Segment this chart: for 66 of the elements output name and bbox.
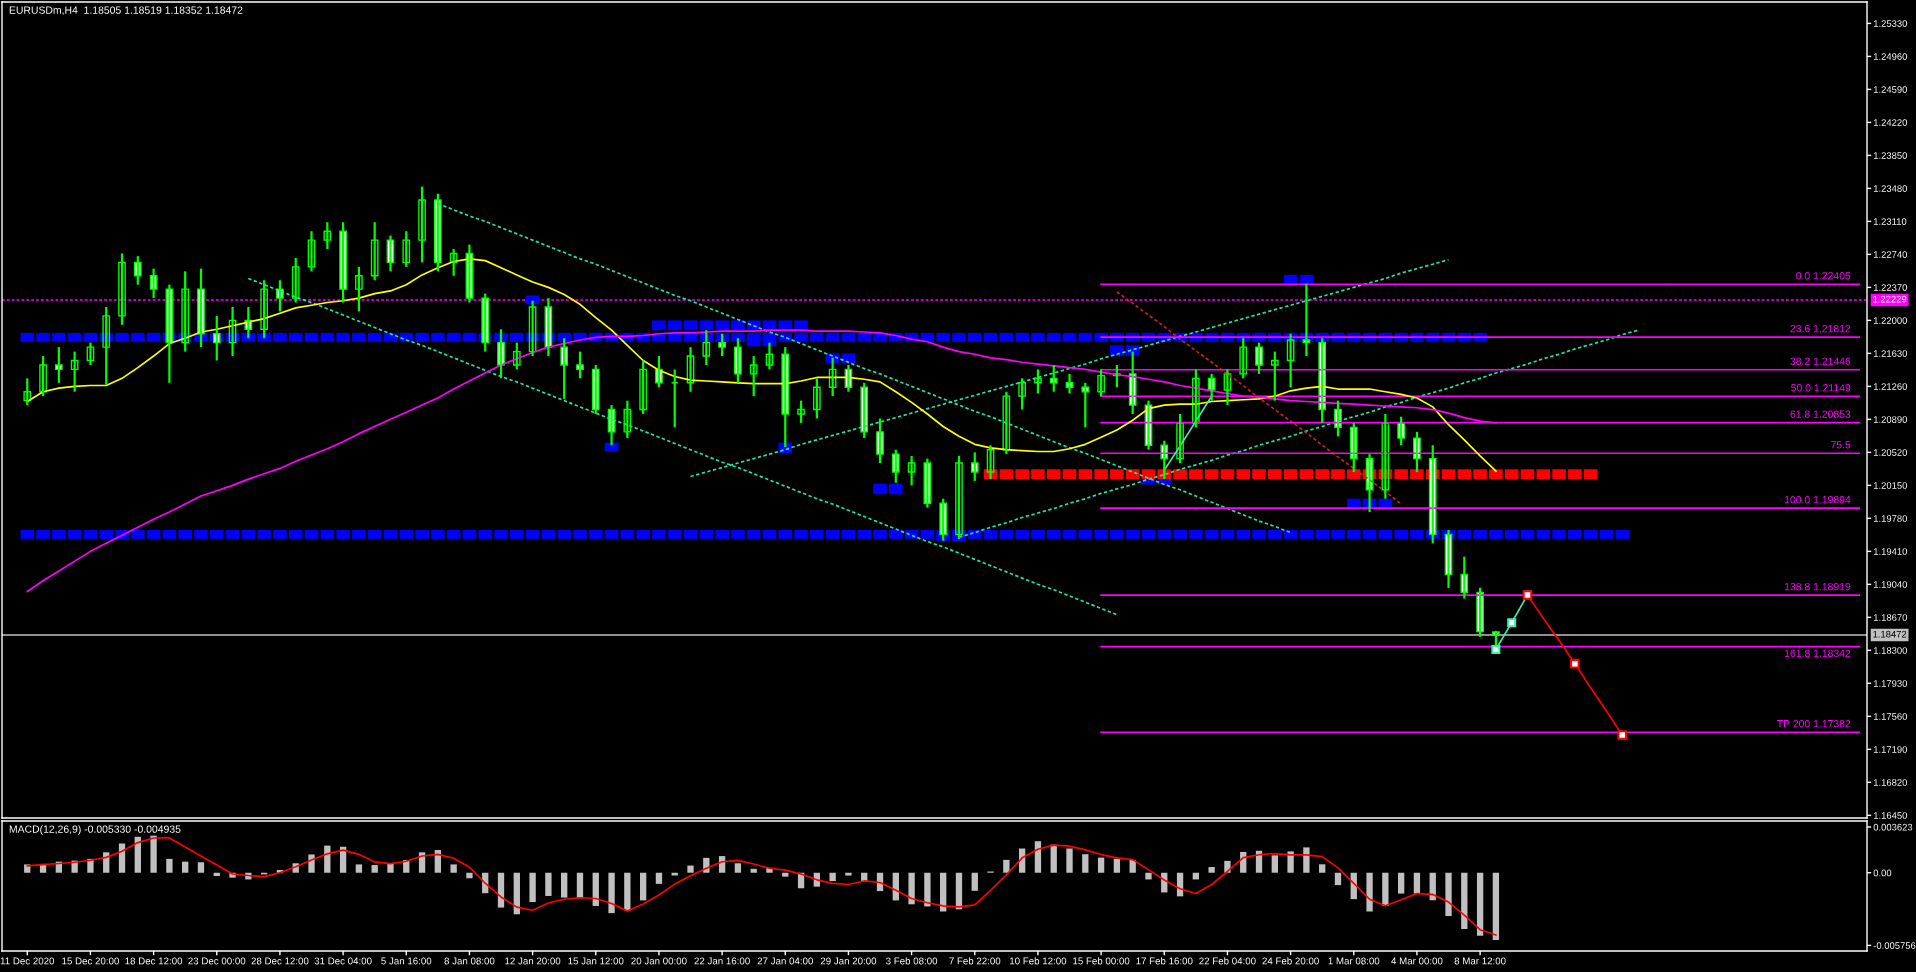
y-tick-label: 1.22370 (1873, 284, 1908, 291)
x-tick-label: 29 Jan 20:00 (820, 957, 877, 965)
y-tick-label: 1.18300 (1873, 647, 1908, 654)
y-tick-label: 1.20890 (1873, 416, 1908, 423)
x-tick-label: 8 Jan 08:00 (444, 957, 495, 965)
series-label: 38.2 1.21446 (1790, 357, 1851, 365)
y-tick-label: 1.22000 (1873, 317, 1908, 324)
y-tick-label: 1.16450 (1873, 812, 1908, 819)
x-tick-label: 12 Jan 20:00 (505, 957, 561, 965)
y-tick-label: 0.003623 (1873, 823, 1913, 831)
y-tick-label: 1.23110 (1873, 218, 1907, 225)
y-tick-label: -0.005756 (1873, 942, 1916, 949)
y-tick-label: 1.17190 (1873, 746, 1908, 753)
x-tick-label: 5 Jan 16:00 (381, 957, 432, 965)
y-tick-label: 1.24220 (1873, 119, 1908, 126)
x-tick-label: 28 Dec 12:00 (251, 957, 309, 965)
series-label: 138.8 1.18919 (1784, 582, 1851, 591)
y-tick-label: 1.18670 (1873, 614, 1908, 621)
y-tick-label: 1.17560 (1873, 713, 1908, 720)
y-tick-label: 1.19780 (1873, 515, 1908, 522)
x-tick-label: 3 Feb 08:00 (886, 957, 938, 965)
y-tick-label: 1.17930 (1873, 680, 1908, 687)
y-tick-label: 1.16820 (1873, 779, 1908, 786)
series-label: TP 200 1.17382 (1777, 720, 1851, 728)
y-tick-label: 1.21260 (1873, 383, 1908, 390)
y-tick-label: 1.24960 (1873, 53, 1908, 60)
y-tick-label: 1.25330 (1873, 20, 1908, 27)
y-tick-label: 1.23850 (1873, 152, 1908, 159)
series-label: 50.0 1.21149 (1791, 384, 1851, 392)
y-tick-label: 1.19040 (1873, 581, 1908, 588)
y-tick-label: 1.20150 (1873, 482, 1908, 489)
x-tick-label: 8 Mar 12:00 (1454, 957, 1506, 965)
y-tick-label: 1.19410 (1873, 548, 1908, 555)
x-tick-label: 22 Feb 04:00 (1199, 957, 1256, 965)
series-label: 100.0 1.19894 (1784, 495, 1851, 504)
x-tick-label: 31 Dec 04:00 (314, 957, 372, 965)
x-tick-label: 23 Dec 00:00 (188, 957, 246, 965)
x-tick-label: 22 Jan 16:00 (694, 957, 750, 965)
ref-line-label: 1.22229 (1873, 295, 1907, 303)
x-tick-label: 7 Feb 22:00 (949, 957, 1001, 965)
x-tick-label: 15 Jan 12:00 (568, 957, 624, 965)
x-tick-label: 17 Feb 16:00 (1136, 957, 1193, 965)
chart-title: EURUSDm,H4 1.18505 1.18519 1.18352 1.18472 (9, 6, 243, 16)
series-label: 161.8 1.18342 (1784, 649, 1851, 658)
y-tick-label: 0.00 (1873, 869, 1892, 877)
ref-line-label: 1.18472 (1873, 630, 1907, 638)
chart-title: MACD(12,26,9) -0.005330 -0.004935 (9, 825, 181, 835)
x-tick-label: 4 Mar 00:00 (1391, 957, 1443, 965)
y-tick-label: 1.20520 (1873, 449, 1908, 456)
x-tick-label: 15 Feb 00:00 (1073, 957, 1130, 965)
x-tick-label: 24 Feb 20:00 (1262, 957, 1319, 965)
x-tick-label: 1 Mar 08:00 (1328, 957, 1380, 965)
y-tick-label: 1.23480 (1873, 185, 1908, 192)
y-tick-label: 1.24590 (1873, 86, 1908, 93)
x-tick-label: 10 Feb 12:00 (1010, 957, 1067, 965)
x-tick-label: 20 Jan 00:00 (631, 957, 687, 965)
x-tick-label: 18 Dec 12:00 (125, 957, 183, 965)
y-tick-label: 1.22740 (1873, 251, 1908, 258)
x-tick-label: 11 Dec 2020 (0, 957, 55, 965)
x-tick-label: 15 Dec 20:00 (62, 957, 119, 965)
series-label: 75.5 (1831, 441, 1851, 449)
series-label: 23.6 1.21812 (1790, 324, 1851, 333)
y-tick-label: 1.21630 (1873, 350, 1908, 357)
series-label: 0.0 1.22405 (1796, 272, 1851, 280)
x-tick-label: 27 Jan 04:00 (757, 957, 813, 965)
series-label: 61.8 1.20853 (1790, 410, 1851, 418)
